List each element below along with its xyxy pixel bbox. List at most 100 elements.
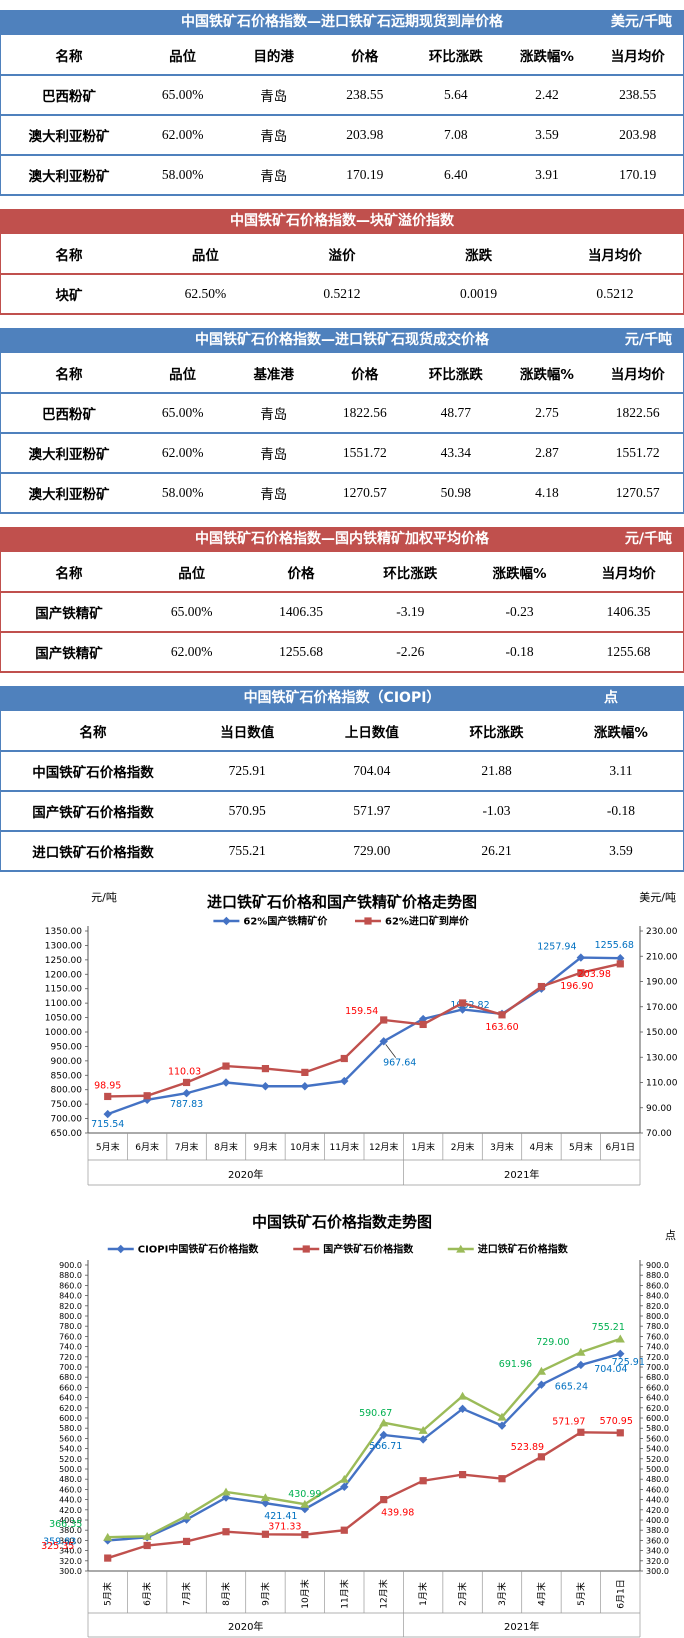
svg-text:340.0: 340.0 bbox=[646, 1547, 669, 1556]
column-header: 当月均价 bbox=[574, 552, 684, 592]
data-label: 163.60 bbox=[485, 1022, 518, 1033]
cell: 58.00% bbox=[137, 154, 229, 194]
cell: 62.00% bbox=[137, 631, 247, 671]
data-table: 名称 品位 溢价 涨跌 当月均价 块矿 62.50% 0.5212 0.0019 0.5212 bbox=[0, 234, 684, 313]
table-title: 中国铁矿石价格指数（CIOPI） bbox=[243, 690, 441, 706]
x-tick-label: 8月末 bbox=[214, 1141, 238, 1153]
column-header: 溢价 bbox=[273, 234, 411, 274]
table-unit: 美元/千吨 bbox=[610, 14, 672, 30]
svg-text:660.0: 660.0 bbox=[646, 1383, 669, 1392]
cell: 170.19 bbox=[319, 154, 411, 194]
left-axis: 650.00 700.00 750.00 800.00 850.00 900.00 950.… bbox=[45, 926, 89, 1139]
svg-text:860.0: 860.0 bbox=[646, 1281, 669, 1290]
data-label: 787.83 bbox=[170, 1099, 203, 1110]
svg-text:90.00: 90.00 bbox=[646, 1104, 672, 1114]
data-label: 729.00 bbox=[536, 1337, 569, 1348]
data-label: 570.95 bbox=[600, 1416, 633, 1427]
svg-text:300.0: 300.0 bbox=[646, 1567, 669, 1576]
cell: -2.26 bbox=[355, 631, 465, 671]
legend-item-1: 国产铁矿石价格指数 bbox=[293, 1243, 414, 1256]
legend-item-2: 进口铁矿石价格指数 bbox=[447, 1243, 569, 1256]
x-tick-label: 4月末 bbox=[530, 1141, 554, 1153]
x-axis: 5月末 6月末 7月末 8月末 9月末 10月末 11月末 12月末 1月末 2月末 3月末 4月末 5… bbox=[87, 1132, 641, 1186]
svg-text:900.0: 900.0 bbox=[646, 1261, 669, 1270]
x-tick-label: 9月末 bbox=[254, 1141, 278, 1153]
table-4: 中国铁矿石价格指数（CIOPI）点名称 当日数值 上日数值 环比涨跌 涨跌幅% 中国铁矿石… bbox=[0, 686, 684, 872]
chart-title: 进口铁矿石价格和国产铁精矿价格走势图 bbox=[207, 893, 477, 911]
svg-text:560.0: 560.0 bbox=[59, 1434, 82, 1443]
cell: 203.98 bbox=[319, 114, 411, 155]
x-tick-label: 5月末 bbox=[102, 1582, 114, 1606]
svg-text:700.0: 700.0 bbox=[59, 1363, 82, 1372]
table-row: 澳大利亚粉矿 62.00% 青岛 203.98 7.08 3.59 203.98 bbox=[0, 114, 684, 155]
table-title-bar: 中国铁矿石价格指数—进口铁矿石远期现货到岸价格 美元/千吨 bbox=[0, 10, 684, 35]
cell: 1255.68 bbox=[574, 631, 684, 671]
data-label: 1255.68 bbox=[595, 940, 634, 951]
cell: -0.18 bbox=[464, 631, 575, 671]
svg-text:400.0: 400.0 bbox=[646, 1516, 669, 1525]
data-label: 691.96 bbox=[499, 1359, 532, 1370]
legend-item-0: CIOPI中国铁矿石价格指数 bbox=[107, 1243, 259, 1256]
svg-text:1300.00: 1300.00 bbox=[45, 941, 82, 951]
svg-text:130.00: 130.00 bbox=[646, 1053, 678, 1063]
cell: 块矿 bbox=[0, 273, 138, 313]
legend-item-0: 62%国产铁精矿价 bbox=[213, 915, 328, 928]
svg-text:900.00: 900.00 bbox=[51, 1057, 83, 1067]
cell: 青岛 bbox=[228, 472, 320, 512]
svg-text:500.0: 500.0 bbox=[646, 1465, 669, 1474]
data-table: 名称 品位 目的港 价格 环比涨跌 涨跌幅% 当月均价 巴西粉矿 65.00% 青岛 238.55 5… bbox=[0, 35, 684, 194]
cell: 729.00 bbox=[309, 830, 435, 870]
cell: 0.5212 bbox=[273, 273, 411, 313]
x-axis: 5月末 6月末 7月末 8月末 9月末 10月末 11月末 12月末 1月末 2月末 3月末 4月末 5… bbox=[87, 1570, 641, 1638]
price-tables: 中国铁矿石价格指数—进口铁矿石远期现货到岸价格 美元/千吨名称 品位 目的港 价格 环比涨… bbox=[0, 10, 684, 872]
column-header: 当月均价 bbox=[592, 353, 684, 393]
cell: 65.00% bbox=[137, 591, 247, 632]
svg-text:1050.00: 1050.00 bbox=[45, 1014, 82, 1024]
trend-charts: 进口铁矿石价格和国产铁精矿价格走势图 元/吨 美元/吨 62%国产铁精矿价 62%进口矿… bbox=[0, 885, 684, 1638]
svg-text:320.0: 320.0 bbox=[59, 1557, 82, 1566]
table-row: 巴西粉矿 65.00% 青岛 1822.56 48.77 2.75 1822.56 bbox=[0, 392, 684, 433]
svg-text:800.0: 800.0 bbox=[646, 1312, 669, 1321]
cell: 65.00% bbox=[137, 74, 229, 115]
table-title-bar: 中国铁矿石价格指数（CIOPI） 点 bbox=[0, 686, 684, 711]
data-label: 430.99 bbox=[288, 1489, 321, 1500]
svg-text:420.0: 420.0 bbox=[646, 1506, 669, 1515]
cell: 170.19 bbox=[592, 154, 684, 194]
table-title: 中国铁矿石价格指数—进口铁矿石远期现货到岸价格 bbox=[181, 14, 503, 30]
cell: 704.04 bbox=[309, 750, 435, 791]
column-header: 涨跌幅% bbox=[501, 35, 593, 75]
column-header: 涨跌幅% bbox=[464, 552, 575, 592]
x-tick-label: 12月末 bbox=[369, 1141, 398, 1153]
svg-text:210.00: 210.00 bbox=[646, 952, 678, 962]
table-0: 中国铁矿石价格指数—进口铁矿石远期现货到岸价格 美元/千吨名称 品位 目的港 价格 环比涨… bbox=[0, 10, 684, 196]
series-2: 366.35 430.99 590.67 691.96 729.00 755.21 bbox=[49, 1322, 625, 1541]
svg-text:680.0: 680.0 bbox=[59, 1373, 82, 1382]
data-label: 371.33 bbox=[268, 1522, 301, 1533]
cell: 62.50% bbox=[137, 273, 274, 313]
svg-text:640.0: 640.0 bbox=[646, 1394, 669, 1403]
table-title: 中国铁矿石价格指数—块矿溢价指数 bbox=[230, 213, 454, 229]
svg-text:580.0: 580.0 bbox=[646, 1424, 669, 1433]
data-label: 704.04 bbox=[594, 1364, 627, 1375]
table-title-bar: 中国铁矿石价格指数—进口铁矿石现货成交价格 元/千吨 bbox=[0, 328, 684, 353]
svg-text:880.0: 880.0 bbox=[646, 1271, 669, 1280]
svg-text:580.0: 580.0 bbox=[59, 1424, 82, 1433]
svg-text:460.0: 460.0 bbox=[646, 1485, 669, 1494]
svg-text:780.0: 780.0 bbox=[646, 1322, 669, 1331]
cell: 4.18 bbox=[501, 472, 593, 512]
svg-text:520.0: 520.0 bbox=[59, 1455, 82, 1464]
x-tick-label: 4月末 bbox=[535, 1582, 547, 1606]
svg-text:800.0: 800.0 bbox=[59, 1312, 82, 1321]
svg-text:360.0: 360.0 bbox=[59, 1536, 82, 1545]
table-row: 澳大利亚粉矿 58.00% 青岛 1270.57 50.98 4.18 1270.57 bbox=[0, 472, 684, 512]
cell: -1.03 bbox=[434, 790, 559, 831]
svg-text:1100.00: 1100.00 bbox=[45, 999, 82, 1009]
table-title-bar: 中国铁矿石价格指数—国内铁精矿加权平均价格 元/千吨 bbox=[0, 527, 684, 552]
svg-text:440.0: 440.0 bbox=[59, 1496, 82, 1505]
cell: 3.91 bbox=[501, 154, 593, 194]
header-row: 名称 品位 价格 环比涨跌 涨跌幅% 当月均价 bbox=[0, 552, 684, 592]
svg-text:600.0: 600.0 bbox=[59, 1414, 82, 1423]
header-row: 名称 品位 溢价 涨跌 当月均价 bbox=[0, 234, 684, 274]
